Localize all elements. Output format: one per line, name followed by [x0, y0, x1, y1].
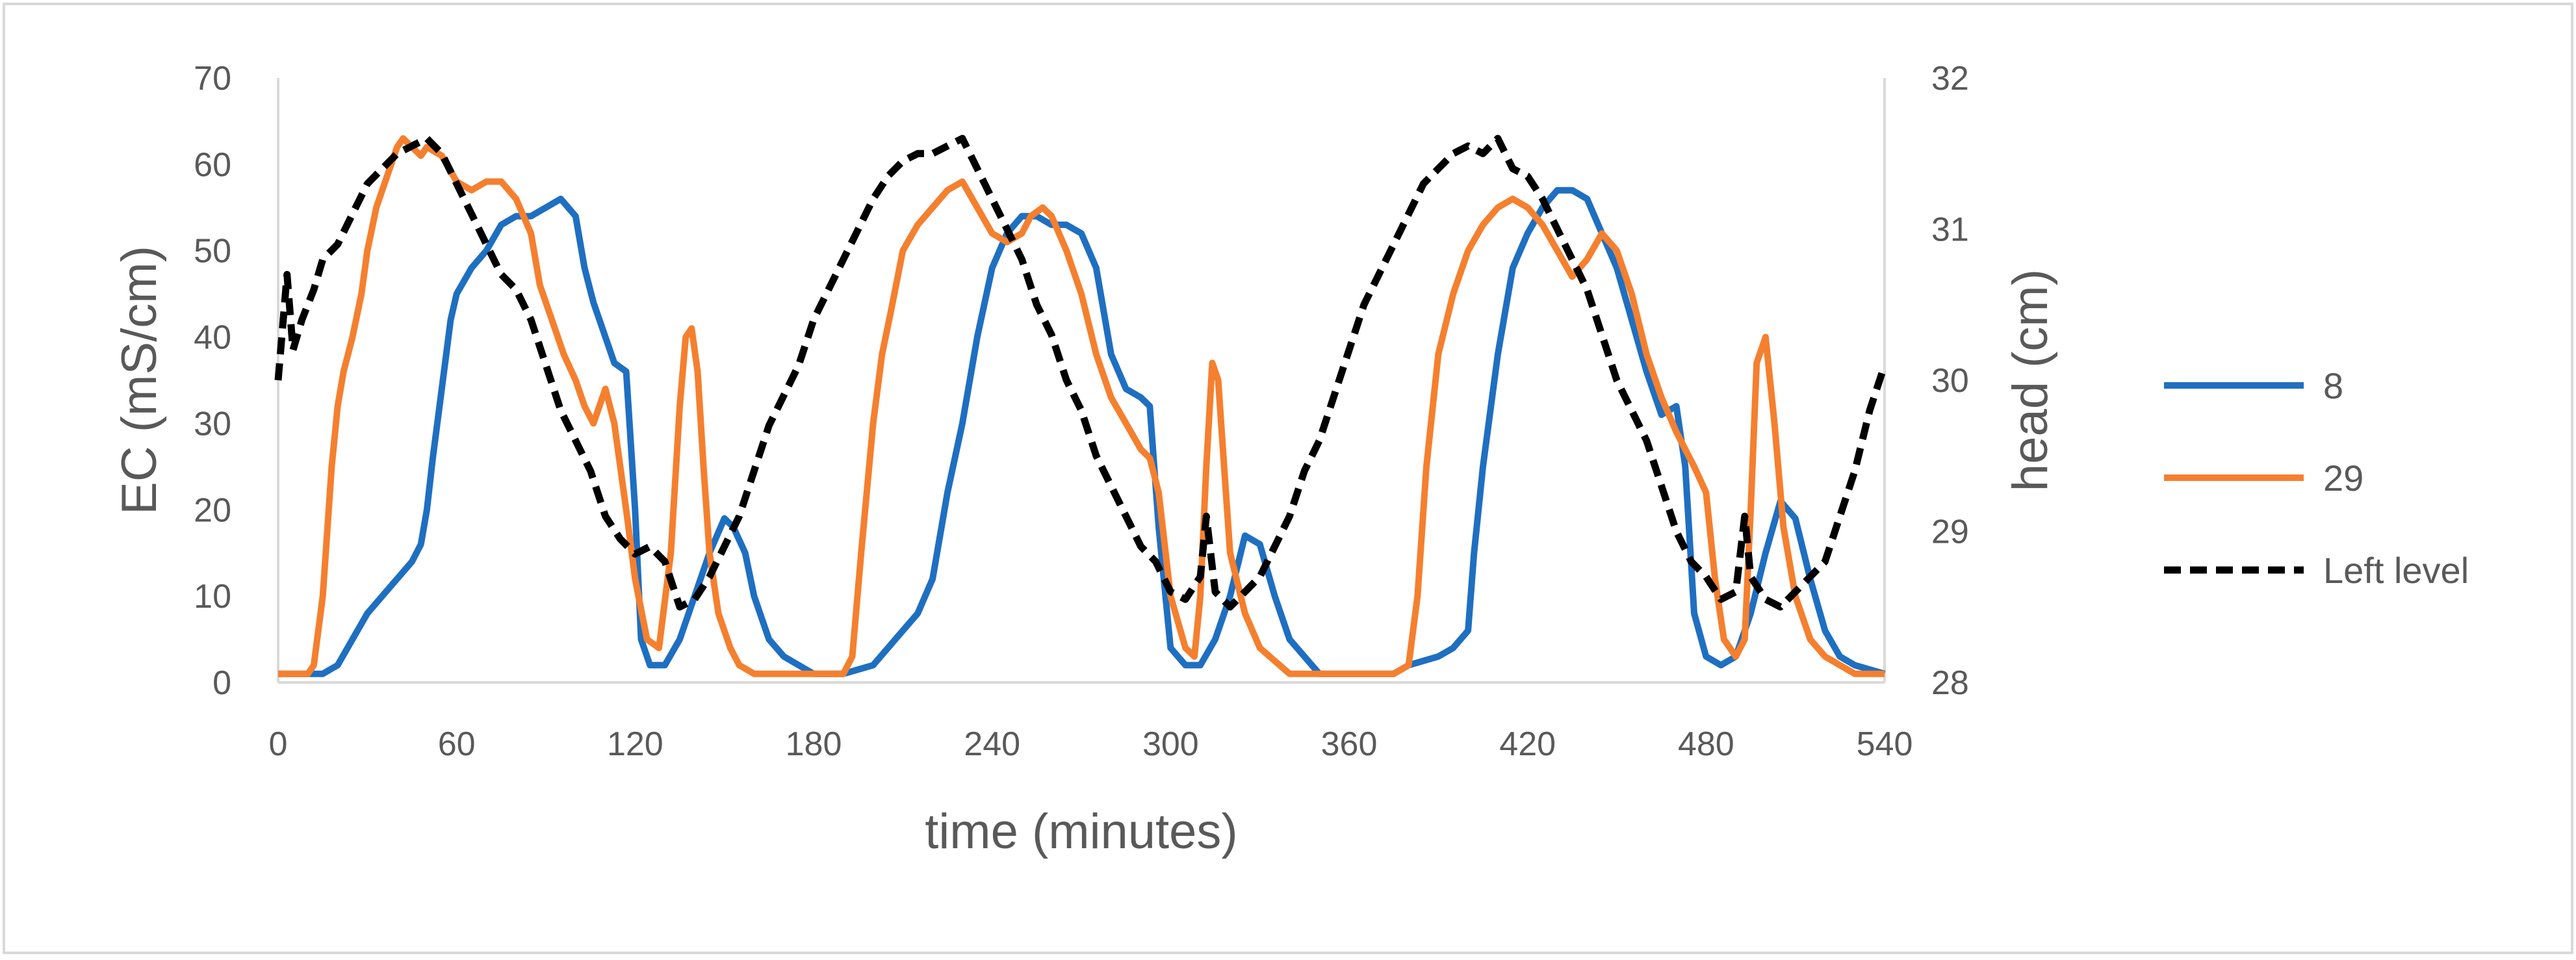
series-line-1	[278, 187, 1886, 677]
y2-tick-label: 32	[1931, 60, 1969, 97]
y-tick-label: 30	[194, 405, 231, 443]
x-tick-label: 240	[964, 725, 1020, 763]
x-axis-title: time (minutes)	[925, 804, 1237, 859]
legend-label-3: Left level	[2323, 550, 2469, 591]
x-tick-label: 360	[1321, 725, 1378, 763]
legend-label-1: 8	[2323, 365, 2343, 406]
y2-tick-label: 31	[1931, 211, 1969, 249]
x-tick-label: 120	[607, 725, 663, 763]
series-layer	[274, 135, 1888, 677]
x-tick-label: 300	[1142, 725, 1199, 763]
y-tick-labels: 0 10 20 30 40 50 60 70	[194, 60, 231, 702]
y2-tick-label: 28	[1931, 664, 1969, 702]
x-tick-label: 0	[269, 725, 288, 763]
series-line-3	[274, 135, 1888, 611]
y-tick-label: 0	[213, 664, 231, 702]
y-tick-label: 10	[194, 578, 231, 616]
legend: 8 29 Left level	[2164, 365, 2469, 591]
y-tick-label: 60	[194, 146, 231, 184]
y2-axis-title: head (cm)	[2003, 269, 2058, 491]
x-tick-labels: 0 60 120 180 240 300 360 420 480 540	[269, 725, 1913, 763]
x-tick-label: 480	[1678, 725, 1734, 763]
legend-label-2: 29	[2323, 458, 2363, 499]
y-axis-title: EC (mS/cm)	[112, 246, 167, 515]
x-tick-label: 60	[438, 725, 476, 763]
y-tick-label: 20	[194, 491, 231, 529]
y2-tick-labels: 28 29 30 31 32	[1931, 60, 1969, 702]
x-tick-label: 540	[1857, 725, 1913, 763]
y-tick-label: 40	[194, 319, 231, 357]
y2-tick-label: 30	[1931, 362, 1969, 400]
x-tick-label: 420	[1499, 725, 1556, 763]
y-tick-label: 70	[194, 60, 231, 97]
y2-tick-label: 29	[1931, 513, 1969, 551]
y-tick-label: 50	[194, 233, 231, 270]
x-tick-label: 180	[786, 725, 842, 763]
